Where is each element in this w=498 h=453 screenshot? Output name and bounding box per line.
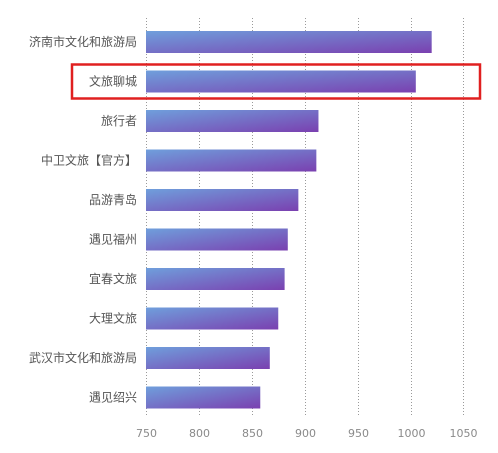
category-label: 遇见福州 <box>89 232 137 247</box>
bar-4 <box>146 189 299 211</box>
category-labels: 济南市文化和旅游局文旅聊城旅行者中卫文旅【官方】品游青岛遇见福州宜春文旅大理文旅… <box>29 34 137 405</box>
x-tick-label: 800 <box>189 427 210 440</box>
bar-7 <box>146 307 279 330</box>
category-label: 济南市文化和旅游局 <box>29 34 137 49</box>
bar-3 <box>146 149 317 172</box>
bars <box>146 31 432 409</box>
category-label: 武汉市文化和旅游局 <box>29 350 137 365</box>
x-axis-ticks: 750 800 850 900 950 1000 1050 <box>136 427 478 440</box>
bar-5 <box>146 228 288 251</box>
x-tick-label: 950 <box>348 427 369 440</box>
category-label: 宜春文旅 <box>89 271 137 286</box>
highlight-box <box>70 63 482 100</box>
bar-0 <box>146 31 432 53</box>
bar-6 <box>146 268 285 290</box>
x-tick-label: 850 <box>242 427 263 440</box>
x-tick-label: 900 <box>295 427 316 440</box>
bar-9 <box>146 386 261 409</box>
category-label: 文旅聊城 <box>89 74 137 89</box>
x-tick-label: 1000 <box>398 427 426 440</box>
bar-8 <box>146 347 270 369</box>
bar-1 <box>146 70 416 93</box>
category-label: 旅行者 <box>101 114 137 128</box>
x-tick-label: 750 <box>136 427 157 440</box>
category-label: 遇见绍兴 <box>89 391 137 405</box>
category-label: 中卫文旅【官方】 <box>41 153 137 168</box>
highlight-layer <box>70 63 482 100</box>
category-label: 品游青岛 <box>89 192 137 207</box>
x-tick-label: 1050 <box>450 427 478 440</box>
bar-2 <box>146 110 319 132</box>
category-label: 大理文旅 <box>89 311 137 326</box>
